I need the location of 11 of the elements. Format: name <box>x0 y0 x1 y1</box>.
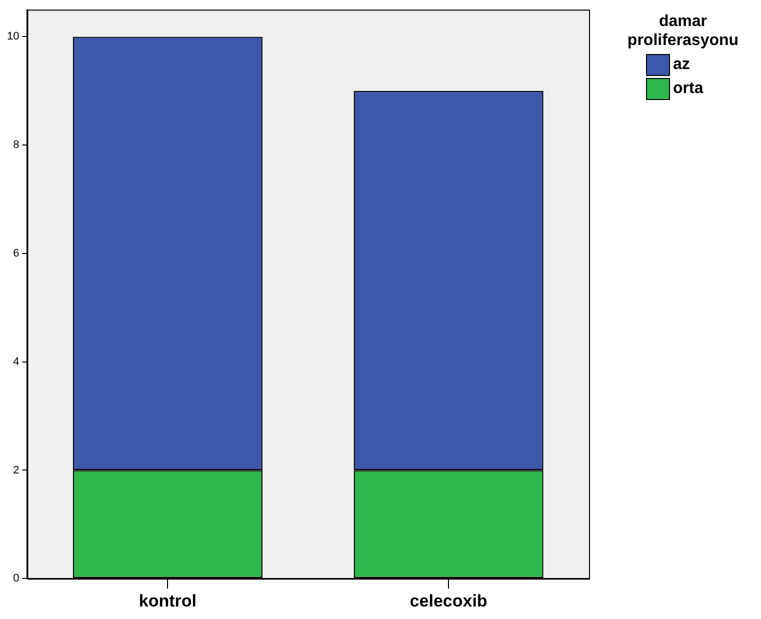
y-tick-label: 0 <box>13 572 20 585</box>
legend-label: orta <box>673 80 704 98</box>
legend-title: damar proliferasyonu <box>626 12 740 50</box>
y-tick-label: 6 <box>13 247 20 260</box>
y-tick-label: 4 <box>13 356 20 368</box>
y-tick-label: 10 <box>6 30 20 43</box>
x-tick-label: celecoxib <box>410 591 488 610</box>
text: az <box>673 56 690 74</box>
y-tick-label: 2 <box>13 464 20 476</box>
y-tick-label: 8 <box>13 139 20 152</box>
x-tick-label: kontrol <box>138 591 196 610</box>
